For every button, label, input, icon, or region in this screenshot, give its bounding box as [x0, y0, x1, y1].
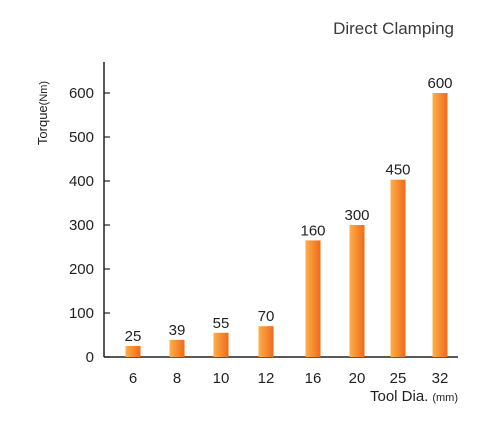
bar-value-label: 600	[427, 75, 452, 92]
bar-value-label: 300	[344, 207, 369, 224]
x-axis-title: Tool Dia. (mm)	[370, 388, 458, 405]
bar-25	[390, 179, 406, 357]
y-tick-label: 600	[69, 85, 94, 102]
y-tick-label: 300	[69, 217, 94, 234]
bar-value-label: 25	[125, 328, 142, 345]
x-tick-label: 6	[129, 370, 137, 387]
y-axis-label: Torque	[35, 105, 50, 145]
bar-6	[125, 346, 141, 357]
x-axis-label: Tool Dia.	[370, 388, 428, 405]
x-tick-label: 25	[390, 370, 407, 387]
y-tick-label: 0	[86, 349, 94, 366]
y-axis-unit: (Nm)	[38, 81, 50, 105]
x-tick-label: 12	[258, 370, 275, 387]
chart-title: Direct Clamping	[333, 19, 454, 38]
y-axis-title: Torque(Nm)	[35, 81, 50, 145]
x-tick-label: 10	[213, 370, 230, 387]
bar-8	[169, 339, 185, 357]
bar-20	[349, 225, 365, 357]
y-tick-label: 100	[69, 305, 94, 322]
bar-value-label: 70	[258, 308, 275, 325]
x-tick-label: 32	[432, 370, 449, 387]
y-tick-label: 400	[69, 173, 94, 190]
bars: 25 39 55 70 160 300 450 600	[125, 75, 453, 357]
x-tick-label: 20	[349, 370, 366, 387]
bar-value-label: 55	[213, 315, 230, 332]
bar-value-label: 160	[300, 222, 325, 239]
bar-10	[213, 332, 229, 357]
bar-value-label: 450	[385, 162, 410, 179]
bar-value-label: 39	[169, 322, 186, 339]
y-ticks: 0 100 200 300 400 500 600	[69, 85, 110, 366]
svg-text:Torque(Nm): Torque(Nm)	[35, 81, 50, 145]
y-tick-label: 200	[69, 261, 94, 278]
x-ticks: 6 8 10 12 16 20 25 32	[129, 370, 449, 387]
bar-16	[305, 240, 321, 357]
x-axis-unit: (mm)	[432, 392, 458, 404]
x-tick-label: 8	[173, 370, 181, 387]
bar-12	[258, 326, 274, 357]
y-tick-label: 500	[69, 129, 94, 146]
bar-32	[432, 93, 448, 357]
x-tick-label: 16	[305, 370, 322, 387]
